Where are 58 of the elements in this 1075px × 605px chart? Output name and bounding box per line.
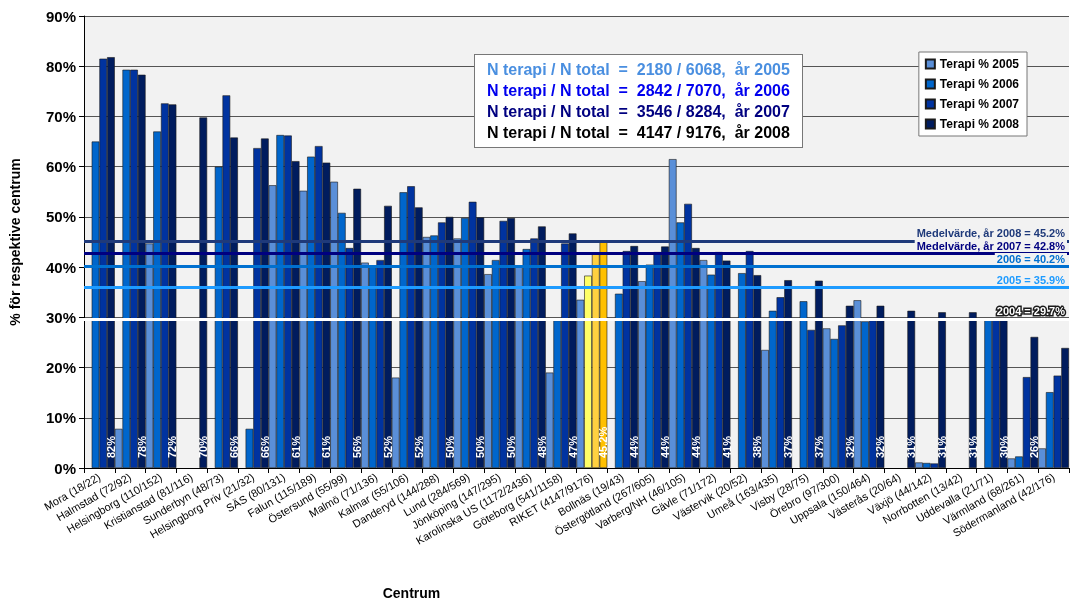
data-label: 26% bbox=[1028, 435, 1041, 458]
data-label: 66% bbox=[228, 435, 241, 458]
data-label: 50% bbox=[443, 435, 456, 458]
y-tick-label: 60% bbox=[45, 158, 76, 176]
data-label: 78% bbox=[135, 435, 148, 458]
data-label: 31% bbox=[966, 435, 979, 458]
x-axis-title: Centrum bbox=[382, 585, 441, 601]
data-label: 44% bbox=[689, 435, 702, 458]
y-axis-title: % för respektive centrum bbox=[7, 158, 23, 326]
bar bbox=[199, 117, 208, 468]
legend-label: Terapi % 2005 bbox=[939, 57, 1020, 71]
ref-line-label: Medelvärde, år 2008 = 45.2% bbox=[916, 227, 1066, 240]
data-label: 32% bbox=[843, 435, 856, 458]
annotation: N terapi / N total = 3546 / 8284, år 2007 bbox=[487, 102, 790, 122]
data-label: 47% bbox=[566, 435, 579, 458]
data-label: 52% bbox=[381, 435, 394, 458]
annotation: N terapi / N total = 2842 / 7070, år 2006 bbox=[487, 81, 790, 101]
annotation: N terapi / N total = 2180 / 6068, år 2005 bbox=[487, 60, 790, 80]
y-tick-label: 40% bbox=[45, 258, 76, 276]
data-label: 82% bbox=[104, 435, 117, 458]
data-label: 44% bbox=[659, 435, 671, 458]
y-tick-label: 0% bbox=[54, 459, 76, 477]
data-label: 50% bbox=[505, 435, 518, 458]
legend-label: Terapi % 2006 bbox=[939, 77, 1020, 91]
data-label: 66% bbox=[258, 435, 271, 458]
data-label: 50% bbox=[474, 435, 487, 458]
data-label: 38% bbox=[751, 435, 764, 458]
data-label: 30% bbox=[997, 435, 1010, 458]
data-label: 61% bbox=[289, 435, 302, 458]
bar bbox=[968, 312, 977, 468]
data-label: 32% bbox=[874, 435, 887, 458]
data-label: 41% bbox=[720, 435, 733, 458]
data-label: 37% bbox=[812, 435, 825, 458]
ref-line-label: 2005 = 35.9% bbox=[996, 274, 1066, 287]
y-tick-label: 50% bbox=[45, 208, 76, 226]
ref-line-label: 2004 = 29.7% bbox=[996, 305, 1066, 318]
legend-label: Terapi % 2008 bbox=[939, 117, 1020, 131]
data-label: 45.2% bbox=[597, 426, 610, 458]
y-tick-label: 90% bbox=[45, 7, 76, 25]
data-label: 61% bbox=[320, 435, 333, 458]
y-tick-label: 30% bbox=[45, 308, 76, 326]
annotation: N terapi / N total = 4147 / 9176, år 2008 bbox=[487, 123, 790, 143]
data-label: 52% bbox=[412, 435, 425, 458]
ref-line-label: 2006 = 40.2% bbox=[996, 252, 1066, 265]
y-tick-label: 80% bbox=[45, 57, 76, 75]
y-tick-label: 20% bbox=[45, 359, 76, 377]
y-tick-label: 10% bbox=[45, 409, 76, 427]
data-label: 31% bbox=[936, 435, 949, 458]
data-label: 72% bbox=[166, 435, 179, 458]
data-label: 70% bbox=[197, 435, 210, 458]
data-label: 31% bbox=[905, 435, 918, 458]
legend-label: Terapi % 2007 bbox=[939, 97, 1020, 111]
data-label: 56% bbox=[351, 435, 364, 458]
data-label: 48% bbox=[535, 435, 548, 458]
data-label: 44% bbox=[628, 435, 641, 458]
data-label: 37% bbox=[782, 435, 795, 458]
ref-line-label: Medelvärde, år 2007 = 42.8% bbox=[916, 239, 1066, 252]
y-tick-label: 70% bbox=[45, 107, 76, 125]
